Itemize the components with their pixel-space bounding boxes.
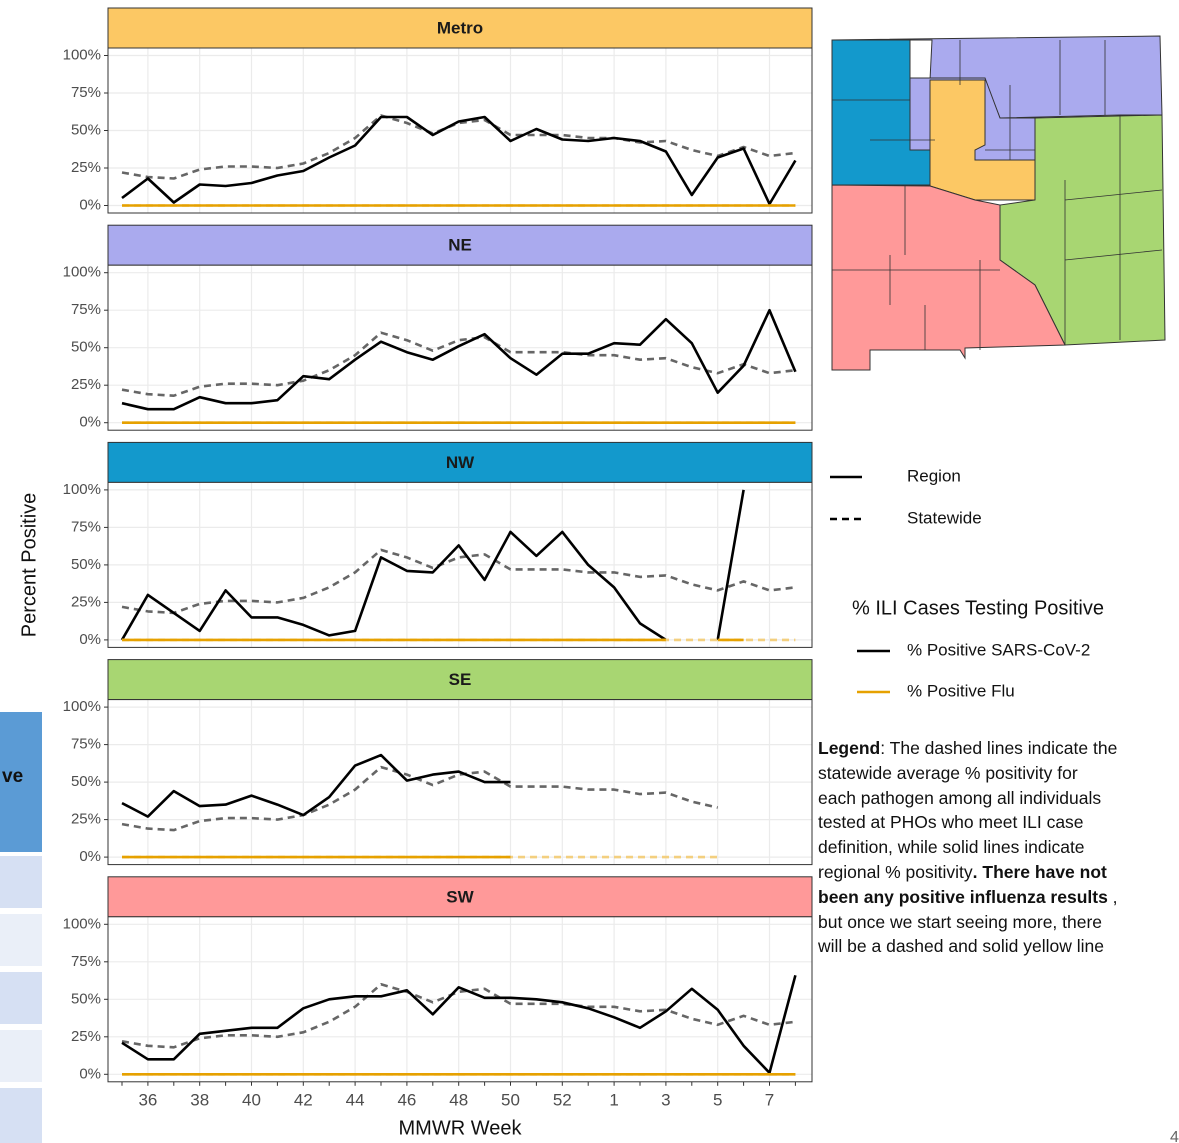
y-tick-label: 50% <box>71 990 101 1007</box>
x-tick-label: 52 <box>553 1090 572 1109</box>
y-axis-title: Percent Positive <box>18 493 40 638</box>
x-tick-label: 44 <box>346 1090 365 1109</box>
series-line <box>121 308 797 411</box>
y-tick-label: 0% <box>79 196 101 213</box>
y-tick-label: 75% <box>71 953 101 970</box>
panel-border <box>107 47 813 214</box>
y-tick-label: 25% <box>71 593 101 610</box>
x-axis-title: MMWR Week <box>399 1117 523 1139</box>
y-tick-label: 100% <box>63 264 101 281</box>
y-tick-label: 75% <box>71 736 101 753</box>
panel-title: SE <box>449 670 472 689</box>
y-tick-label: 0% <box>79 848 101 865</box>
series-line <box>121 753 511 818</box>
x-tick-label: 5 <box>713 1090 722 1109</box>
note-text: : The dashed lines indicate the statewid… <box>818 738 1118 882</box>
note-text: Legend <box>818 738 881 758</box>
y-tick-label: 25% <box>71 1028 101 1045</box>
x-tick-label: 38 <box>190 1090 209 1109</box>
y-tick-label: 50% <box>71 121 101 138</box>
y-tick-label: 100% <box>63 915 101 932</box>
panel-title: Metro <box>437 18 483 37</box>
page-number: 4 <box>1170 1129 1179 1143</box>
y-tick-label: 100% <box>63 46 101 63</box>
side-table-row <box>0 972 42 1024</box>
region-map <box>831 35 1166 371</box>
panel-border <box>107 699 813 866</box>
x-tick-label: 40 <box>242 1090 261 1109</box>
side-table-text: ve <box>2 766 23 787</box>
y-tick-label: 0% <box>79 1065 101 1082</box>
x-tick-label: 7 <box>765 1090 774 1109</box>
series-line <box>121 983 796 1049</box>
series-line <box>121 331 796 397</box>
y-tick-label: 50% <box>71 556 101 573</box>
note-text: . There have not been any positive influ… <box>818 861 1108 907</box>
side-table-header <box>0 712 42 852</box>
y-tick-label: 100% <box>63 481 101 498</box>
legend-label: % Positive SARS-CoV-2 <box>907 640 1090 659</box>
y-tick-label: 0% <box>79 414 101 431</box>
panel-border <box>107 916 813 1083</box>
legend-title: % ILI Cases Testing Positive <box>852 597 1104 619</box>
series-line <box>121 765 718 832</box>
note-text: , but once we start seeing more, there w… <box>818 886 1118 957</box>
side-table-row <box>0 914 42 966</box>
y-tick-label: 100% <box>63 698 101 715</box>
panel-title: NE <box>448 236 472 255</box>
map-sw <box>831 184 1066 371</box>
panel-border <box>107 264 813 431</box>
x-tick-label: 50 <box>501 1090 520 1109</box>
y-tick-label: 25% <box>71 811 101 828</box>
x-tick-label: 46 <box>397 1090 416 1109</box>
legend-note: Legend: The dashed lines indicate the st… <box>818 736 1118 959</box>
x-tick-label: 42 <box>294 1090 313 1109</box>
county-lines <box>832 40 1163 350</box>
y-tick-label: 50% <box>71 773 101 790</box>
series-line <box>121 114 796 180</box>
legend-label: Statewide <box>907 508 982 527</box>
strip <box>107 441 813 483</box>
x-tick-label: 3 <box>661 1090 670 1109</box>
y-tick-label: 25% <box>71 159 101 176</box>
y-tick-label: 25% <box>71 376 101 393</box>
y-tick-label: 75% <box>71 301 101 318</box>
y-tick-label: 75% <box>71 84 101 101</box>
y-tick-label: 0% <box>79 631 101 648</box>
side-table-row <box>0 856 42 908</box>
y-tick-label: 75% <box>71 518 101 535</box>
side-table-row <box>0 1030 42 1082</box>
legend-label: Region <box>907 466 961 485</box>
panel-title: SW <box>446 887 474 906</box>
side-table-row <box>0 1088 42 1143</box>
series-line <box>121 115 797 206</box>
strip <box>107 876 813 918</box>
series-line <box>121 974 797 1075</box>
panel-border <box>107 481 813 648</box>
x-tick-label: 1 <box>609 1090 618 1109</box>
y-tick-label: 50% <box>71 339 101 356</box>
series-line <box>120 489 745 641</box>
panel-title: NW <box>446 453 475 472</box>
x-tick-label: 48 <box>449 1090 468 1109</box>
strip <box>107 224 813 266</box>
x-tick-label: 36 <box>138 1090 157 1109</box>
legend-label: % Positive Flu <box>907 681 1015 700</box>
